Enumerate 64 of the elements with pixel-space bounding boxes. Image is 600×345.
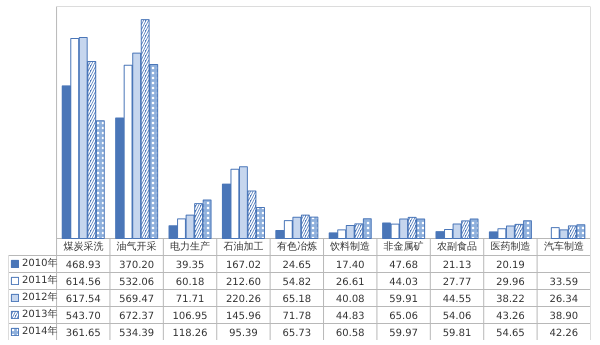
data-label: 38.22 — [496, 294, 525, 305]
data-label: 65.06 — [389, 311, 418, 322]
data-label: 27.77 — [442, 277, 472, 288]
data-label: 24.65 — [282, 260, 312, 271]
legend-label: 2014年 — [22, 325, 58, 338]
legend-label: 2011年 — [22, 274, 58, 287]
data-label: 65.18 — [282, 294, 312, 305]
x-tick-label: 饮料制造 — [329, 240, 370, 252]
data-label: 42.26 — [549, 328, 578, 339]
data-label: 614.56 — [66, 277, 101, 288]
data-label: 59.81 — [442, 328, 472, 339]
data-label: 54.06 — [442, 311, 472, 322]
data-label: 40.08 — [336, 294, 365, 305]
data-label: 59.91 — [389, 294, 418, 305]
legend-label: 2012年 — [22, 291, 58, 304]
x-tick-label: 农副食品 — [437, 240, 478, 252]
data-label: 60.18 — [176, 277, 204, 288]
data-label: 43.26 — [496, 311, 525, 322]
data-label: 26.34 — [549, 294, 578, 305]
x-tick-label: 电力生产 — [170, 240, 210, 252]
data-label: 532.06 — [119, 277, 154, 288]
data-label: 220.26 — [226, 294, 261, 305]
data-label: 672.37 — [119, 311, 154, 322]
data-label: 361.65 — [66, 328, 101, 339]
data-label: 468.93 — [66, 260, 101, 271]
data-label: 44.03 — [389, 277, 418, 288]
data-label: 71.78 — [282, 311, 312, 322]
data-label: 54.65 — [496, 328, 525, 339]
x-tick-label: 石油加工 — [223, 240, 264, 252]
data-label: 47.68 — [389, 260, 418, 271]
legend-label: 2013年 — [22, 308, 58, 321]
data-label: 17.40 — [336, 260, 365, 271]
data-label: 26.61 — [336, 277, 365, 288]
data-label: 106.95 — [172, 311, 208, 322]
data-label: 167.02 — [226, 260, 261, 271]
data-label: 95.39 — [229, 328, 258, 339]
data-label: 71.71 — [176, 294, 204, 305]
x-tick-label: 有色冶炼 — [276, 240, 317, 252]
data-label: 145.96 — [226, 311, 261, 322]
data-label: 60.58 — [336, 328, 365, 339]
data-label: 543.70 — [66, 311, 101, 322]
data-label: 20.19 — [496, 260, 525, 271]
data-label: 54.82 — [282, 277, 312, 288]
data-label: 370.20 — [119, 260, 154, 271]
data-label: 569.47 — [119, 294, 154, 305]
x-tick-label: 油气开采 — [116, 240, 157, 252]
data-label: 617.54 — [66, 294, 101, 305]
x-tick-label: 医药制造 — [490, 240, 530, 252]
data-label: 29.96 — [496, 277, 525, 288]
data-label: 33.59 — [549, 277, 578, 288]
data-label: 212.60 — [226, 277, 261, 288]
data-label: 59.97 — [389, 328, 418, 339]
data-label: 38.90 — [549, 311, 578, 322]
data-label: 39.35 — [176, 260, 204, 271]
data-label: 44.83 — [336, 311, 365, 322]
data-label: 65.73 — [282, 328, 312, 339]
data-label: 44.55 — [442, 294, 472, 305]
x-tick-label: 汽车制造 — [544, 240, 584, 252]
x-tick-label: 煤炭采洗 — [63, 240, 104, 252]
x-tick-label: 非金属矿 — [384, 240, 424, 252]
legend-label: 2010年 — [22, 257, 58, 270]
data-label: 534.39 — [119, 328, 154, 339]
data-label: 118.26 — [172, 328, 208, 339]
data-label: 21.13 — [442, 260, 472, 271]
